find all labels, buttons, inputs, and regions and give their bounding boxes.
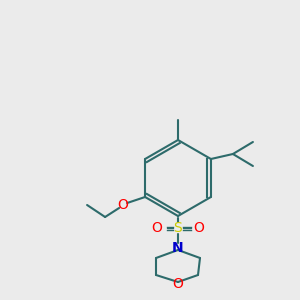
- Text: O: O: [172, 277, 183, 291]
- Text: S: S: [174, 221, 182, 235]
- Text: O: O: [152, 221, 162, 235]
- Text: O: O: [118, 198, 128, 212]
- Text: N: N: [172, 241, 184, 255]
- Text: O: O: [194, 221, 204, 235]
